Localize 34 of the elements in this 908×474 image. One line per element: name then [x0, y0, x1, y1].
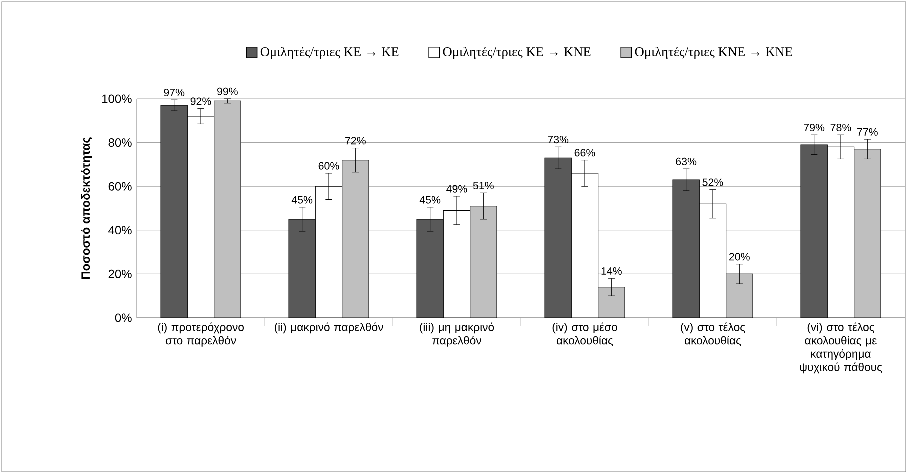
data-label: 77%: [858, 128, 878, 136]
x-tick-label: (iv) στο μέσο ακολουθίας: [552, 322, 618, 347]
x-tick-label: (iii) μη μακρινό παρελθόν: [420, 322, 494, 347]
legend-label: Ομιλητές/τριες ΚΕ → ΚΝΕ: [443, 46, 591, 60]
legend-label: Ομιλητές/τριες ΚΝΕ → ΚΝΕ: [635, 46, 792, 60]
x-tick-label: (vi) στο τέλος ακολουθίας με κατηγόρημα ψυχικού πάθους: [800, 322, 882, 374]
data-label: 63%: [676, 158, 697, 166]
x-tick-label: (ii) μακρινό παρελθόν: [274, 322, 384, 334]
data-label: 97%: [164, 88, 185, 96]
data-label: 14%: [602, 268, 622, 275]
data-label: 78%: [830, 124, 852, 132]
y-tick-label: 80%: [108, 138, 132, 148]
data-label: 73%: [548, 136, 569, 144]
data-label: 20%: [730, 253, 750, 261]
data-label: 52%: [702, 178, 724, 186]
y-tick-label: 0%: [115, 314, 132, 322]
y-axis-title: Ποσοστό αποδεκτότητας: [81, 138, 92, 280]
data-label: 60%: [318, 162, 340, 170]
data-label: 51%: [473, 182, 494, 190]
x-tick-label: (v) στο τέλος ακολουθίας: [681, 322, 746, 347]
data-label: 45%: [420, 196, 441, 204]
y-tick-label: 20%: [108, 270, 132, 278]
data-label: 66%: [574, 149, 596, 157]
y-tick-label: 40%: [108, 226, 132, 235]
x-tick-label: (i) προτερόχρονο στο παρελθόν: [158, 322, 244, 347]
data-label: 99%: [218, 88, 238, 96]
y-tick-label: 100%: [102, 94, 132, 104]
y-tick-label: 60%: [108, 182, 132, 191]
data-label: 79%: [804, 124, 825, 132]
data-label: 45%: [292, 196, 313, 204]
data-label: 92%: [190, 98, 212, 106]
data-label: 72%: [346, 137, 366, 145]
legend-label: Ομιλητές/τριες ΚΕ → ΚΕ: [260, 46, 399, 60]
data-label: 49%: [446, 185, 468, 193]
